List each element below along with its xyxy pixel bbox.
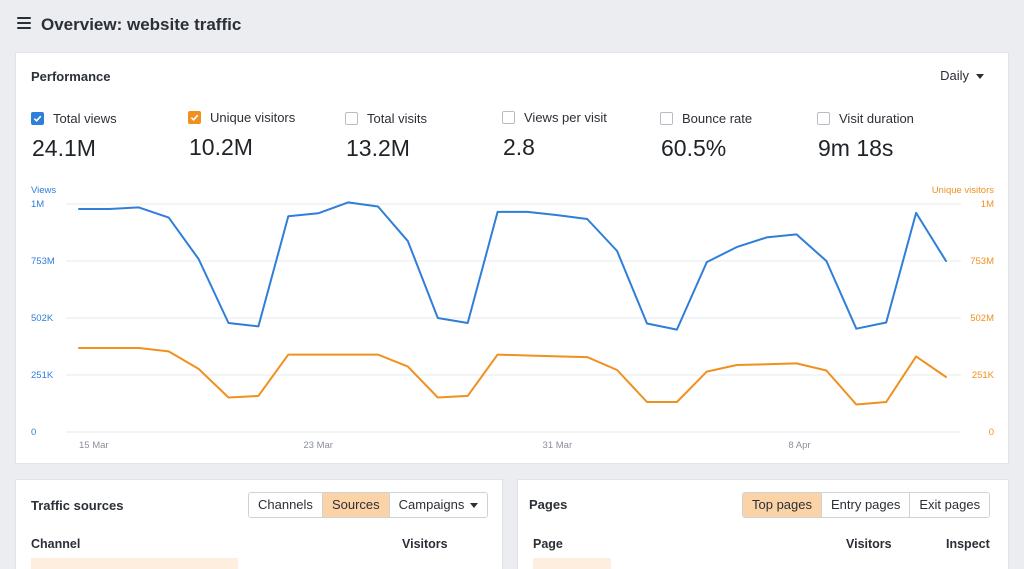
chevron-down-icon xyxy=(976,73,984,79)
tab-sources[interactable]: Sources xyxy=(322,493,390,517)
checkbox-icon[interactable] xyxy=(345,112,358,125)
y-right-tick-label: 753M xyxy=(970,256,994,267)
y-right-tick-label: 1M xyxy=(981,199,994,210)
metric-value: 24.1M xyxy=(32,135,96,161)
series-line-views xyxy=(78,201,947,331)
metric-label: Unique visitors xyxy=(210,110,296,125)
traffic-sources-card: Traffic sources Channels Sources Campaig… xyxy=(15,479,503,569)
traffic-chart: Views Unique visitors 1M 1M 753M 753M 502K 50… xyxy=(16,173,1010,463)
column-header-inspect: Inspect xyxy=(946,537,990,551)
metric-visit-duration: Visit duration 9m 18s xyxy=(817,111,914,162)
chart-grid xyxy=(66,203,961,433)
metric-toggle[interactable]: Total visits xyxy=(345,111,427,126)
checkbox-icon[interactable] xyxy=(817,112,830,125)
metric-bounce-rate: Bounce rate 60.5% xyxy=(660,111,752,162)
y-right-tick-label: 0 xyxy=(989,427,994,438)
traffic-sources-tabs: Channels Sources Campaigns xyxy=(248,492,489,518)
metric-total-views: Total views 24.1M xyxy=(31,111,117,162)
checkbox-checked-icon[interactable] xyxy=(188,111,201,124)
traffic-sources-title: Traffic sources xyxy=(31,498,124,513)
checkbox-checked-icon[interactable] xyxy=(31,112,44,125)
metric-label: Total views xyxy=(53,111,117,126)
metric-value: 9m 18s xyxy=(818,135,894,161)
checkbox-icon[interactable] xyxy=(660,112,673,125)
column-header-channel: Channel xyxy=(31,537,81,551)
period-dropdown[interactable]: Daily xyxy=(940,68,984,83)
traffic-line-chart: Views Unique visitors 1M 1M 753M 753M 502K 50… xyxy=(31,185,995,451)
performance-card: Performance Daily Total views 24.1M Uniq… xyxy=(15,52,1009,464)
metric-views-per-visit: Views per visit 2.8 xyxy=(502,110,607,161)
pages-title: Pages xyxy=(529,497,568,512)
x-tick-label: 8 Apr xyxy=(788,440,810,451)
y-right-axis-label: Unique visitors xyxy=(932,185,995,196)
tab-channels[interactable]: Channels xyxy=(249,493,323,517)
y-left-tick-label: 251K xyxy=(31,370,54,381)
loading-placeholder xyxy=(31,558,238,569)
metric-unique-visitors: Unique visitors 10.2M xyxy=(188,110,295,161)
tab-entry-pages[interactable]: Entry pages xyxy=(822,493,911,517)
y-left-tick-label: 1M xyxy=(31,199,44,210)
metric-label: Visit duration xyxy=(839,111,914,126)
metric-toggle[interactable]: Total views xyxy=(31,111,117,126)
metric-value: 2.8 xyxy=(503,134,535,160)
chart-series xyxy=(78,201,947,406)
y-right-tick-label: 502M xyxy=(970,313,994,324)
x-tick-label: 31 Mar xyxy=(543,440,573,451)
y-left-tick-label: 0 xyxy=(31,427,36,438)
pages-card: Pages Top pages Entry pages Exit pages P… xyxy=(517,479,1009,569)
metric-label: Bounce rate xyxy=(682,111,753,126)
x-tick-label: 15 Mar xyxy=(79,440,109,451)
metric-toggle[interactable]: Visit duration xyxy=(817,111,914,126)
metric-toggle[interactable]: Unique visitors xyxy=(188,110,295,125)
metric-value: 60.5% xyxy=(661,135,727,161)
metric-total-visits: Total visits 13.2M xyxy=(345,111,427,162)
y-left-tick-label: 753M xyxy=(31,256,55,267)
column-header-page: Page xyxy=(533,537,563,551)
column-header-visitors: Visitors xyxy=(846,537,892,551)
metric-label: Total visits xyxy=(367,111,427,126)
metric-toggle[interactable]: Bounce rate xyxy=(660,111,752,126)
pages-tabs: Top pages Entry pages Exit pages xyxy=(742,492,991,518)
metric-toggle[interactable]: Views per visit xyxy=(502,110,607,125)
hamburger-menu-icon[interactable] xyxy=(17,17,31,31)
x-axis-ticks: 15 Mar 23 Mar 31 Mar 8 Apr xyxy=(79,440,811,451)
metric-value: 13.2M xyxy=(346,135,410,161)
page-title: Overview: website traffic xyxy=(41,15,242,34)
tab-exit-pages[interactable]: Exit pages xyxy=(910,493,990,517)
series-line-unique-visitors xyxy=(78,347,947,406)
tab-campaigns[interactable]: Campaigns xyxy=(389,493,488,517)
period-label: Daily xyxy=(940,68,969,83)
y-axis-ticks: 1M 1M 753M 753M 502K 502M 251K 251K 0 0 xyxy=(31,199,995,438)
loading-placeholder xyxy=(533,558,611,569)
y-right-tick-label: 251K xyxy=(972,370,995,381)
tab-campaigns-label: Campaigns xyxy=(398,497,465,512)
metric-value: 10.2M xyxy=(189,134,253,160)
y-left-tick-label: 502K xyxy=(31,313,54,324)
performance-title: Performance xyxy=(31,69,111,84)
chevron-down-icon xyxy=(470,503,479,508)
column-header-visitors: Visitors xyxy=(402,537,448,551)
x-tick-label: 23 Mar xyxy=(303,440,333,451)
metric-label: Views per visit xyxy=(524,110,607,125)
checkbox-icon[interactable] xyxy=(502,111,515,124)
y-left-axis-label: Views xyxy=(31,185,56,196)
top-bar: Overview: website traffic xyxy=(0,0,1024,52)
tab-top-pages[interactable]: Top pages xyxy=(743,493,822,517)
